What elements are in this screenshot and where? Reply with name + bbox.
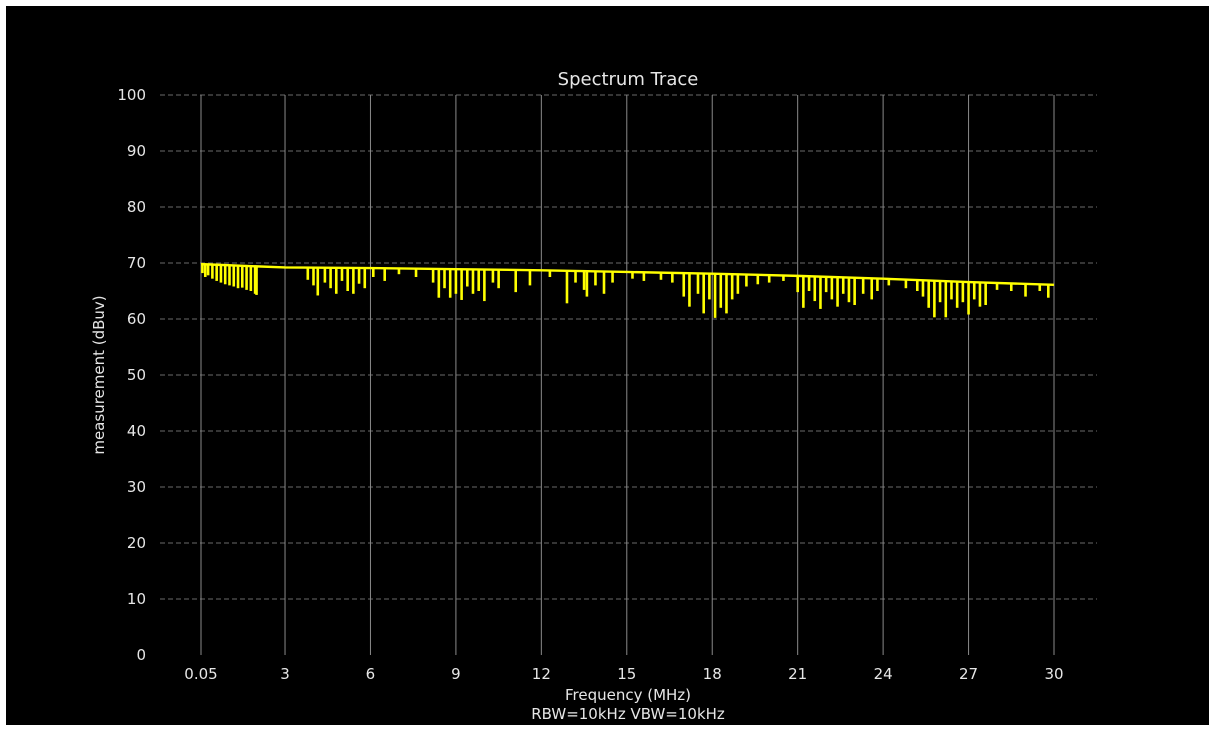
chart-frame [6,6,1209,725]
chart-title: Spectrum Trace [558,69,699,90]
y-tick-label: 100 [117,86,146,104]
y-tick-label: 30 [127,478,146,496]
y-tick-label: 50 [127,366,146,384]
y-tick-label: 60 [127,310,146,328]
x-axis-sublabel: RBW=10kHz VBW=10kHz [531,705,725,723]
grid [160,94,1097,655]
y-axis-label: measurement (dBuv) [90,295,108,454]
x-tick-label: 18 [703,665,722,683]
x-tick-label: 15 [617,665,636,683]
y-tick-label: 80 [127,198,146,216]
x-axis-label: Frequency (MHz) [565,686,691,704]
y-tick-label: 40 [127,422,146,440]
y-tick-label: 70 [127,254,146,272]
x-tick-label: 12 [532,665,551,683]
x-tick-label: 30 [1044,665,1063,683]
x-tick-label: 3 [280,665,290,683]
y-tick-labels: 0 10 20 30 40 50 60 70 80 90 100 [117,86,146,664]
y-tick-label: 10 [127,590,146,608]
x-tick-label: 9 [451,665,461,683]
spectrum-trace [200,262,1055,318]
x-tick-label: 27 [959,665,978,683]
x-tick-label: 6 [366,665,376,683]
x-tick-label: 0.05 [184,665,217,683]
y-tick-label: 0 [136,646,146,664]
y-tick-label: 90 [127,142,146,160]
trace-baseline [200,262,1055,287]
y-tick-label: 20 [127,534,146,552]
x-tick-label: 24 [874,665,893,683]
x-tick-label: 21 [788,665,807,683]
x-tick-labels: 0.05 3 6 9 12 15 18 21 24 27 30 [184,665,1063,683]
